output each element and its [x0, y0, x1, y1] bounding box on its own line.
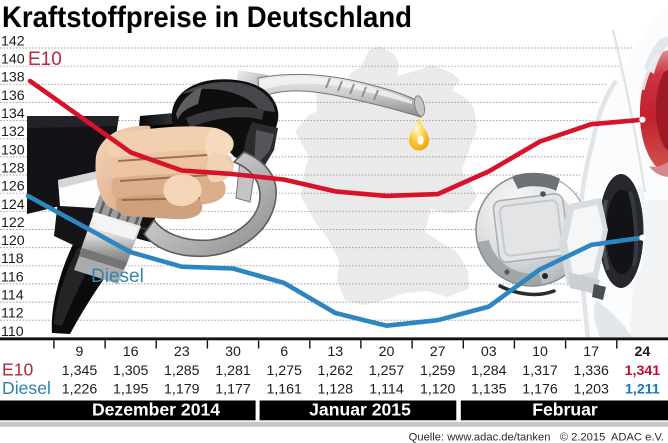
svg-text:1,262: 1,262	[318, 363, 354, 379]
svg-text:118: 118	[1, 251, 24, 267]
svg-text:114: 114	[1, 288, 24, 304]
svg-text:13: 13	[327, 344, 343, 360]
svg-text:17: 17	[583, 344, 599, 360]
svg-text:6: 6	[280, 344, 288, 360]
svg-text:124: 124	[1, 197, 25, 213]
svg-text:Quelle: www.adac.de/tanken ©: Quelle: www.adac.de/tanken © 2.2015 ADAC…	[409, 432, 664, 443]
svg-text:30: 30	[225, 344, 241, 360]
svg-text:110: 110	[1, 324, 24, 340]
svg-text:27: 27	[430, 344, 446, 360]
svg-text:23: 23	[174, 344, 190, 360]
svg-text:Januar 2015: Januar 2015	[309, 400, 411, 420]
svg-text:1,257: 1,257	[369, 363, 405, 379]
svg-text:142: 142	[1, 33, 25, 49]
svg-text:1,179: 1,179	[164, 382, 200, 398]
svg-text:9: 9	[76, 344, 84, 360]
svg-text:122: 122	[1, 215, 25, 231]
svg-text:130: 130	[1, 142, 25, 158]
svg-text:20: 20	[379, 344, 395, 360]
svg-text:24: 24	[635, 344, 651, 360]
svg-text:Februar: Februar	[532, 400, 598, 420]
svg-text:1,203: 1,203	[573, 382, 609, 398]
svg-text:1,336: 1,336	[573, 363, 609, 379]
svg-text:10: 10	[532, 344, 548, 360]
svg-text:E10: E10	[2, 360, 34, 380]
svg-text:03: 03	[481, 344, 497, 360]
svg-text:1,176: 1,176	[522, 382, 558, 398]
svg-text:1,305: 1,305	[113, 363, 149, 379]
svg-text:136: 136	[1, 88, 25, 104]
svg-text:1,128: 1,128	[318, 382, 354, 398]
svg-text:1,135: 1,135	[471, 382, 507, 398]
svg-text:1,195: 1,195	[113, 382, 149, 398]
svg-text:E10: E10	[28, 49, 62, 70]
svg-text:Diesel: Diesel	[2, 378, 51, 398]
svg-text:1,281: 1,281	[215, 363, 251, 379]
svg-text:112: 112	[1, 306, 24, 322]
svg-text:1,317: 1,317	[522, 363, 558, 379]
svg-text:138: 138	[1, 70, 25, 86]
svg-text:1,161: 1,161	[266, 382, 302, 398]
svg-text:1,259: 1,259	[420, 363, 456, 379]
svg-text:128: 128	[1, 160, 25, 176]
svg-text:1,177: 1,177	[215, 382, 251, 398]
svg-text:1,284: 1,284	[471, 363, 507, 379]
svg-text:1,226: 1,226	[62, 382, 98, 398]
svg-text:1,275: 1,275	[266, 363, 302, 379]
svg-text:126: 126	[1, 179, 25, 195]
svg-text:134: 134	[1, 106, 25, 122]
svg-text:1,345: 1,345	[62, 363, 98, 379]
svg-text:1,114: 1,114	[369, 382, 404, 398]
svg-text:1,211: 1,211	[625, 382, 660, 398]
svg-text:Kraftstoffpreise in Deutschlan: Kraftstoffpreise in Deutschland	[2, 1, 412, 34]
svg-text:16: 16	[123, 344, 139, 360]
svg-text:1,285: 1,285	[164, 363, 200, 379]
svg-text:Diesel: Diesel	[91, 266, 144, 287]
svg-text:140: 140	[1, 52, 25, 68]
svg-text:Dezember 2014: Dezember 2014	[92, 400, 220, 420]
svg-text:1,341: 1,341	[625, 363, 661, 379]
svg-text:1,120: 1,120	[420, 382, 456, 398]
svg-text:116: 116	[1, 269, 24, 285]
svg-text:132: 132	[1, 124, 25, 140]
svg-text:120: 120	[1, 233, 25, 249]
